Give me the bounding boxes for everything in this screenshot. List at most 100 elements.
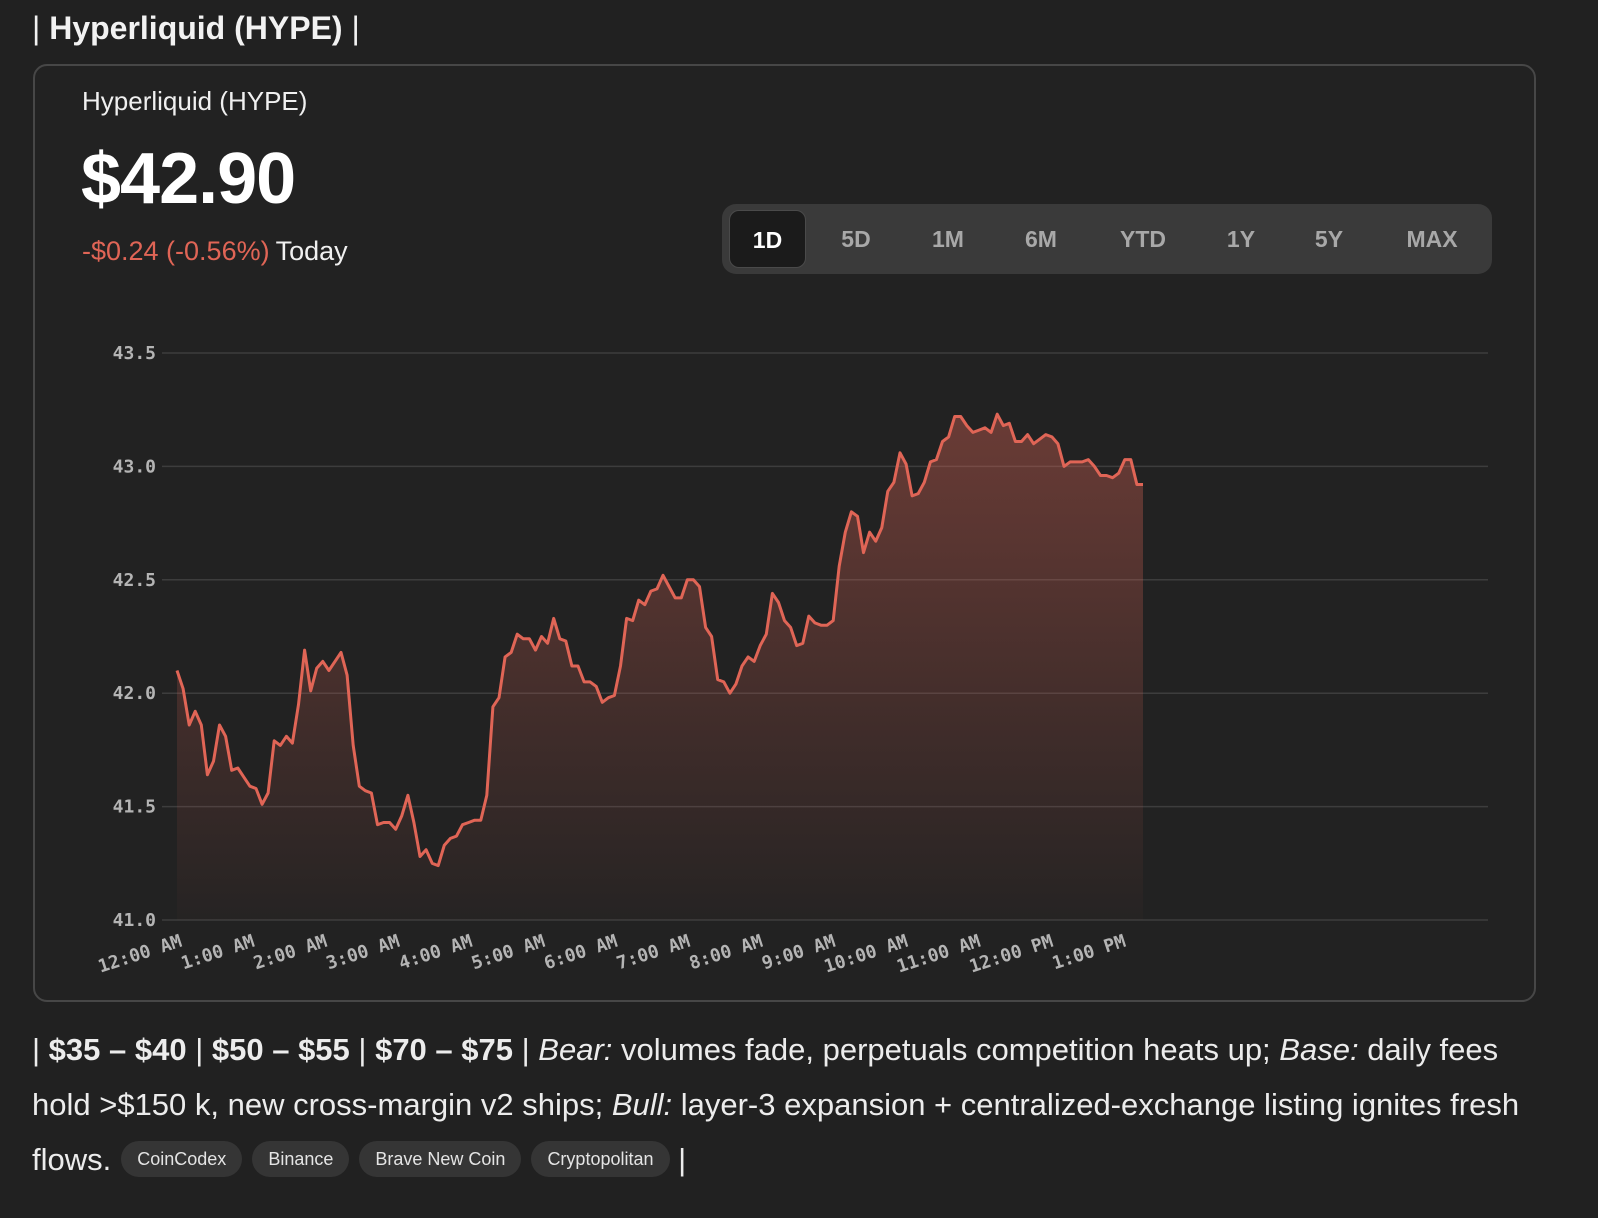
y-tick-label: 41.0 <box>113 910 156 931</box>
price-point <box>285 735 287 737</box>
price-card: Hyperliquid (HYPE) $42.90 -$0.24 (-0.56%… <box>33 64 1536 1002</box>
price-point <box>881 527 883 529</box>
price-point <box>954 416 956 418</box>
range-button-1y[interactable]: 1Y <box>1226 226 1256 252</box>
range-button-max[interactable]: MAX <box>1406 226 1458 252</box>
price-area-fill <box>177 414 1143 920</box>
range-button-1d[interactable]: 1D <box>729 210 806 268</box>
price-point <box>1045 434 1047 436</box>
price-point <box>808 615 810 617</box>
price-point <box>571 665 573 667</box>
price-point <box>735 683 737 685</box>
price-point <box>377 824 379 826</box>
x-tick-label: 11:00 AM <box>894 931 983 978</box>
price-change: -$0.24 (-0.56%) Today <box>82 236 348 267</box>
price-point <box>583 681 585 683</box>
price-point <box>747 656 749 658</box>
price-point <box>279 744 281 746</box>
x-tick-label: 2:00 AM <box>251 931 330 974</box>
price-point <box>437 865 439 867</box>
price-point <box>1033 443 1035 445</box>
price-point <box>267 792 269 794</box>
price-point <box>1130 459 1132 461</box>
source-chip-binance[interactable]: Binance <box>252 1140 350 1177</box>
price-point <box>626 617 628 619</box>
price-point <box>996 413 998 415</box>
price-point <box>990 431 992 433</box>
price-point <box>595 685 597 687</box>
price-point <box>899 452 901 454</box>
price-point <box>717 679 719 681</box>
current-price: $42.90 <box>81 139 296 219</box>
price-point <box>692 579 694 581</box>
x-axis: 12:00 AM1:00 AM2:00 AM3:00 AM4:00 AM5:00… <box>96 931 1129 978</box>
price-point <box>632 620 634 622</box>
price-point <box>680 597 682 599</box>
price-point <box>188 724 190 726</box>
price-point <box>273 740 275 742</box>
price-point <box>383 822 385 824</box>
heading-pipe-right: | <box>342 10 360 46</box>
source-chip-brave-new-coin[interactable]: Brave New Coin <box>359 1140 522 1177</box>
base-price-range: $50 – $55 <box>211 1032 350 1067</box>
price-point <box>449 837 451 839</box>
base-label: Base: <box>1279 1032 1359 1067</box>
range-button-ytd[interactable]: YTD <box>1120 226 1166 252</box>
y-tick-label: 41.5 <box>113 797 156 818</box>
price-point <box>298 704 300 706</box>
source-chip-coincodex[interactable]: CoinCodex <box>121 1140 243 1177</box>
price-point <box>875 540 877 542</box>
price-point <box>565 640 567 642</box>
price-point <box>814 622 816 624</box>
price-point <box>206 774 208 776</box>
price-point <box>699 586 701 588</box>
x-tick-label: 8:00 AM <box>687 931 766 974</box>
price-point <box>613 695 615 697</box>
price-point <box>911 495 913 497</box>
x-tick-label: 4:00 AM <box>396 931 475 974</box>
price-point <box>255 788 257 790</box>
x-tick-label: 1:00 AM <box>179 931 258 974</box>
price-point <box>322 660 324 662</box>
price-point <box>741 665 743 667</box>
price-point <box>844 531 846 533</box>
asset-name: Hyperliquid (HYPE) <box>82 86 308 116</box>
price-point <box>966 425 968 427</box>
price-point <box>601 701 603 703</box>
price-point <box>759 645 761 647</box>
price-point <box>1118 472 1120 474</box>
bull-text: layer-3 expansion + centralized-exchange… <box>32 1087 1520 1177</box>
price-point <box>559 638 561 640</box>
bull-price-range: $70 – $75 <box>375 1032 513 1067</box>
price-point <box>304 649 306 651</box>
range-button-1m[interactable]: 1M <box>932 226 964 252</box>
price-point <box>395 828 397 830</box>
range-button-5y[interactable]: 5Y <box>1314 226 1344 252</box>
price-point <box>577 665 579 667</box>
price-point <box>1081 461 1083 463</box>
price-point <box>340 651 342 653</box>
price-point <box>213 760 215 762</box>
price-point <box>547 642 549 644</box>
price-point <box>607 697 609 699</box>
price-point <box>869 531 871 533</box>
price-point <box>419 856 421 858</box>
price-point <box>935 459 937 461</box>
range-button-6m[interactable]: 6M <box>1025 226 1057 252</box>
price-point <box>510 651 512 653</box>
price-point <box>352 744 354 746</box>
range-button-5d[interactable]: 5D <box>841 226 871 252</box>
price-point <box>674 597 676 599</box>
price-point <box>492 706 494 708</box>
price-point <box>194 710 196 712</box>
pipe-end: | <box>669 1142 687 1177</box>
price-point <box>917 493 919 495</box>
price-point <box>972 431 974 433</box>
price-point <box>820 624 822 626</box>
source-chip-cryptopolitan[interactable]: Cryptopolitan <box>531 1140 670 1177</box>
price-change-period: Today <box>275 236 348 266</box>
x-tick-label: 6:00 AM <box>542 931 621 974</box>
price-point <box>1051 436 1053 438</box>
price-point <box>176 670 178 672</box>
price-point <box>905 463 907 465</box>
